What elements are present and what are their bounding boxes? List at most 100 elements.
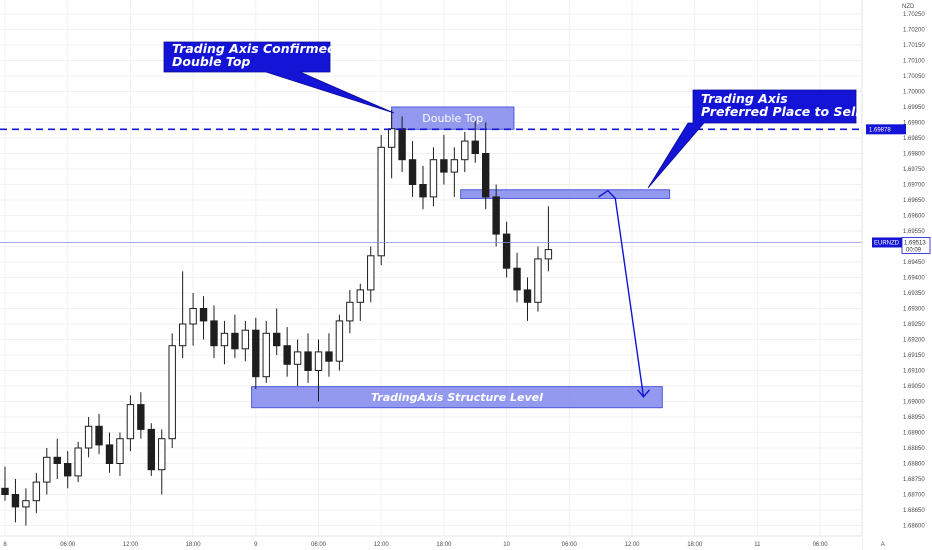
price-tick-label: 1.69200 [903, 338, 925, 344]
candle [84, 417, 93, 458]
price-tick-label: 1.70100 [903, 59, 925, 65]
lines-layer [0, 128, 862, 398]
candle-body [429, 159, 438, 198]
candle-body [502, 233, 511, 269]
time-tick-label: 06:00 [562, 542, 578, 548]
candle [429, 147, 438, 207]
candle-body [356, 289, 365, 303]
candle [231, 314, 239, 359]
time-tick-label: 18:00 [436, 542, 452, 548]
time-tick-label: 8 [3, 542, 7, 548]
price-tick-label: 1.69250 [903, 322, 925, 328]
callout-confirmed-line1: Trading Axis Confirmed [172, 41, 337, 56]
candle-body [168, 345, 176, 440]
candle-body [262, 332, 270, 378]
candle-body [544, 249, 553, 260]
double-top-zone-label: Double Top [422, 112, 483, 125]
price-tick-label: 1.69000 [903, 400, 925, 406]
price-tick-label: 1.68800 [903, 462, 925, 468]
candle [534, 246, 542, 312]
candle [241, 320, 250, 362]
candle-body [461, 140, 469, 161]
candle [158, 429, 166, 495]
candle [262, 320, 270, 383]
candle [273, 308, 281, 355]
candle-body [534, 258, 542, 303]
candle [189, 293, 197, 346]
zone-structure [251, 386, 663, 409]
candle-body [189, 308, 197, 325]
time-tick-label: 9 [254, 542, 258, 548]
price-axis-panel[interactable] [862, 0, 932, 550]
candle-body [137, 404, 145, 430]
time-tick-label: 12:00 [374, 542, 390, 548]
price-tick-label: 1.69050 [903, 384, 925, 390]
candle-body [1, 487, 9, 495]
candle [137, 392, 145, 439]
price-tick-label: 1.69450 [903, 260, 925, 266]
time-tick-label: 18:00 [687, 542, 703, 548]
candle [199, 296, 208, 340]
candle-body [314, 351, 323, 371]
candle [502, 221, 511, 278]
time-tick-label: 12:00 [123, 542, 139, 548]
price-tick-label: 1.69750 [903, 167, 925, 173]
time-tick-label: 18:00 [186, 542, 202, 548]
candle-body [283, 345, 291, 365]
price-tick-label: 1.69850 [903, 136, 925, 142]
candle [367, 246, 375, 303]
candle [335, 314, 344, 371]
grid-lines [0, 0, 862, 536]
candle-body [293, 351, 302, 365]
candle-body [346, 301, 354, 322]
candle-body [22, 500, 30, 508]
time-tick-label: 06:00 [813, 542, 829, 548]
candle-body [210, 320, 218, 347]
candle [210, 305, 218, 359]
candle-body [95, 425, 103, 446]
candle [1, 466, 9, 501]
candle-body [273, 332, 281, 347]
candle [377, 134, 385, 266]
candle-body [199, 308, 208, 322]
price-tick-label: 1.69900 [903, 121, 925, 127]
callout-sell-line1: Trading Axis [701, 91, 788, 106]
candle-body [492, 196, 500, 235]
candle [22, 488, 30, 526]
candle [440, 134, 448, 185]
candle [95, 413, 103, 455]
candle-body [231, 332, 239, 350]
current-price-tag: 1.69513 00:09 [901, 237, 931, 254]
candle [482, 122, 490, 210]
candle-body [178, 323, 187, 347]
callout-sell-bubble [647, 89, 857, 189]
candle [168, 333, 176, 448]
candle [116, 432, 124, 476]
candle-body [84, 425, 93, 449]
price-tick-label: 1.68950 [903, 415, 925, 421]
candle [293, 339, 302, 386]
candle [32, 472, 41, 514]
countdown-label: 00:09 [906, 247, 922, 253]
price-tick-label: 1.69350 [903, 291, 925, 297]
candle-body [440, 159, 448, 173]
price-tick-label: 1.69800 [903, 152, 925, 158]
candle [419, 165, 427, 210]
candle-body [53, 456, 61, 464]
price-tick-label: 1.69650 [903, 198, 925, 204]
price-axis-ticks: 1.70250 1.70200 1.70150 1.70100 1.70050 1.700… [903, 12, 925, 530]
symbol-tag-label: EURNZD [874, 240, 900, 246]
price-tick-label: 1.70200 [903, 28, 925, 34]
time-axis-panel[interactable] [0, 536, 862, 550]
price-tick-label: 1.68650 [903, 508, 925, 514]
candle [346, 289, 354, 334]
candle [471, 119, 479, 163]
candle-body [304, 351, 312, 371]
candle [408, 141, 417, 197]
candle-body [387, 128, 396, 148]
callout-confirmed-line2: Double Top [172, 54, 250, 69]
time-tick-label: 06:00 [60, 542, 76, 548]
candle [126, 395, 135, 452]
